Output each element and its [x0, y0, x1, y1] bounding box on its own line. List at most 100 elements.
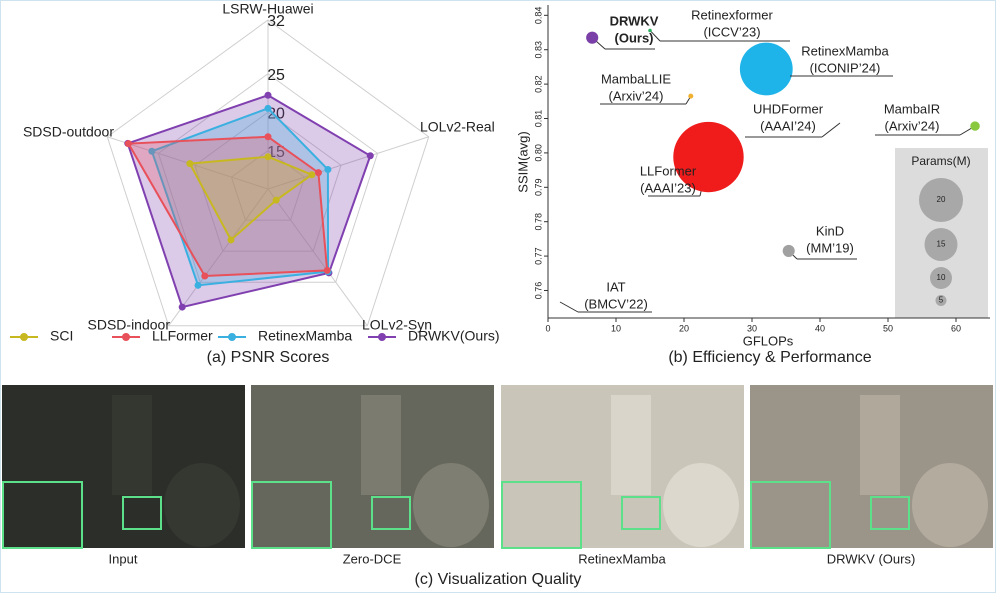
leader-line	[559, 301, 579, 313]
model-name: UHDFormer	[753, 101, 824, 116]
model-name: IAT	[606, 279, 625, 294]
size-legend-label: 20	[937, 195, 946, 204]
legend-marker	[122, 333, 130, 341]
grid-ring	[194, 111, 342, 252]
model-venue: (Ours)	[615, 30, 654, 45]
r-tick-label: 15	[267, 144, 285, 161]
caption-c: (c) Visualization Quality	[415, 571, 582, 588]
image-object	[361, 395, 401, 495]
y-tick-label: 0.78	[533, 213, 543, 231]
model-name: DRWKV	[610, 13, 659, 28]
grid-ring	[230, 149, 306, 221]
size-legend-label: 15	[937, 240, 946, 249]
zoom-box	[501, 481, 582, 549]
legend-marker	[378, 333, 386, 341]
bubble	[673, 121, 744, 193]
radar-area	[126, 94, 372, 309]
caption-b: (b) Efficiency & Performance	[668, 349, 871, 366]
model-venue: (Arxiv’24)	[609, 88, 664, 103]
zoom-box	[2, 481, 83, 549]
size-legend-bubble	[919, 178, 963, 222]
x-tick-label: 10	[611, 323, 621, 333]
leader-line	[649, 30, 661, 42]
image-object	[413, 463, 489, 547]
legend-label: DRWKV(Ours)	[408, 328, 500, 344]
radar-point	[323, 266, 331, 274]
radar-point	[324, 166, 332, 174]
radar-point	[272, 196, 280, 204]
radar-point	[264, 104, 272, 112]
panel-label: RetinexMamba	[578, 551, 666, 566]
panel-label: Input	[109, 551, 138, 566]
model-venue: (AAAI’23)	[640, 180, 696, 195]
radar-point	[366, 152, 374, 160]
axis-label: LOLv2-Syn	[362, 317, 432, 333]
caption-a: (a) PSNR Scores	[207, 349, 330, 366]
size-legend-title: Params(M)	[911, 154, 970, 168]
r-tick-label: 20	[267, 105, 285, 122]
radar-point	[178, 303, 186, 311]
model-venue: (ICCV’23)	[703, 24, 760, 39]
radar-point	[314, 169, 322, 177]
radar-point	[264, 91, 272, 99]
radar-point	[186, 160, 194, 168]
size-legend-bubble	[930, 267, 952, 289]
bubble	[970, 121, 980, 131]
image-object	[663, 463, 739, 547]
x-tick-label: 20	[679, 323, 689, 333]
x-tick-label: 40	[815, 323, 825, 333]
r-tick-label: 32	[267, 13, 285, 30]
zoom-box	[750, 481, 831, 549]
radar-area	[188, 155, 314, 242]
x-axis-label: GFLOPs	[743, 333, 794, 348]
image-object	[164, 463, 240, 547]
model-venue: (BMCV’22)	[584, 296, 648, 311]
zoom-box	[122, 496, 162, 530]
image-object	[611, 395, 651, 495]
axis-label: SDSD-outdoor	[23, 124, 114, 140]
x-tick-label: 30	[747, 323, 757, 333]
model-name: MambaLLIE	[601, 71, 671, 86]
radar-point	[227, 236, 235, 244]
x-tick-label: 60	[951, 323, 961, 333]
zoom-box	[621, 496, 661, 530]
radar-area	[150, 107, 330, 287]
radar-point	[124, 140, 132, 148]
bubble	[688, 93, 694, 99]
zoom-box	[371, 496, 411, 530]
axis-label: SDSD-indoor	[88, 317, 171, 333]
zoom-box	[870, 496, 910, 530]
legend-label: SCI	[50, 328, 73, 344]
grid-ring	[106, 19, 430, 327]
leader-line	[821, 122, 841, 138]
zoom-box	[251, 481, 332, 549]
image-object	[112, 395, 152, 495]
size-legend-bubble	[935, 295, 947, 306]
model-name: LLFormer	[640, 163, 697, 178]
r-tick-label: 25	[267, 67, 285, 84]
y-tick-label: 0.84	[533, 7, 543, 25]
spoke	[267, 188, 368, 327]
model-name: Retinexformer	[691, 7, 773, 22]
spoke	[267, 136, 429, 190]
bubble	[586, 31, 599, 44]
radar-point	[148, 147, 156, 155]
y-tick-label: 0.79	[533, 179, 543, 197]
y-tick-label: 0.81	[533, 110, 543, 128]
axis-label: LSRW-Huawei	[222, 1, 313, 17]
size-legend-bubble	[924, 228, 958, 261]
x-tick-label: 50	[883, 323, 893, 333]
spoke	[168, 188, 269, 327]
axis-label: LOLv2-Real	[420, 119, 495, 135]
x-tick-label: 0	[545, 323, 550, 333]
y-tick-label: 0.82	[533, 75, 543, 93]
radar-point	[194, 281, 202, 289]
y-tick-label: 0.83	[533, 41, 543, 59]
model-venue: (ICONIP’24)	[810, 60, 881, 75]
model-name: MambaIR	[884, 101, 940, 116]
radar-point	[264, 133, 272, 141]
legend-label: RetinexMamba	[258, 328, 352, 344]
radar-area	[126, 135, 329, 278]
radar-point	[308, 171, 316, 179]
